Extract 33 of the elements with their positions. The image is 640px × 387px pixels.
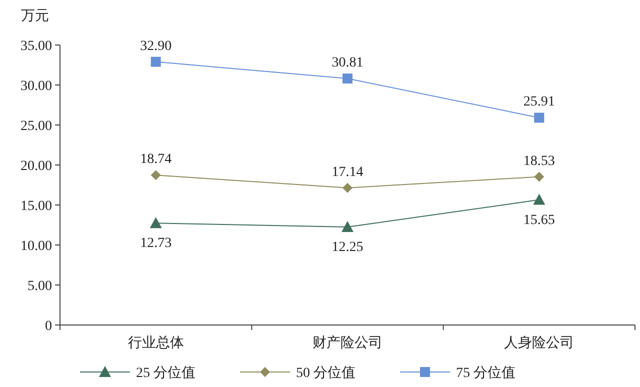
data-label: 25.91: [523, 94, 555, 110]
point: [150, 217, 162, 228]
y-tick-label: 25.00: [20, 119, 52, 134]
point: [534, 112, 544, 123]
y-tick-label: 20.00: [20, 159, 52, 174]
data-label: 17.14: [332, 164, 364, 180]
legend-label: 75 分位值: [456, 365, 516, 381]
point: [342, 182, 352, 193]
y-axis-title: 万元: [21, 9, 49, 24]
y-tick-label: 30.00: [20, 79, 52, 94]
y-tick-label: 5.00: [28, 279, 52, 294]
point: [150, 170, 161, 180]
data-label: 30.81: [332, 56, 364, 71]
y-tick-label: 35.00: [20, 39, 52, 54]
x-tick-label: 人身险公司: [504, 335, 574, 351]
y-tick-label: 15.00: [20, 199, 52, 214]
data-label: 32.90: [140, 38, 172, 54]
data-label: 18.74: [140, 152, 172, 168]
point: [342, 221, 354, 232]
data-label: 15.65: [523, 212, 555, 228]
data-label: 12.73: [140, 236, 172, 252]
data-label: 12.25: [332, 240, 364, 255]
point: [150, 56, 161, 67]
point: [534, 172, 544, 182]
x-tick-label: 行业总体: [128, 335, 184, 351]
data-label: 18.53: [523, 154, 555, 169]
y-tick-label: 10.00: [20, 239, 52, 254]
legend-label: 25 分位值: [136, 365, 196, 381]
point: [533, 194, 546, 205]
point: [342, 74, 352, 84]
x-tick-label: 财产险公司: [312, 335, 382, 351]
y-tick-label: 0: [45, 319, 52, 334]
legend-label: 50 分位值: [296, 365, 356, 381]
